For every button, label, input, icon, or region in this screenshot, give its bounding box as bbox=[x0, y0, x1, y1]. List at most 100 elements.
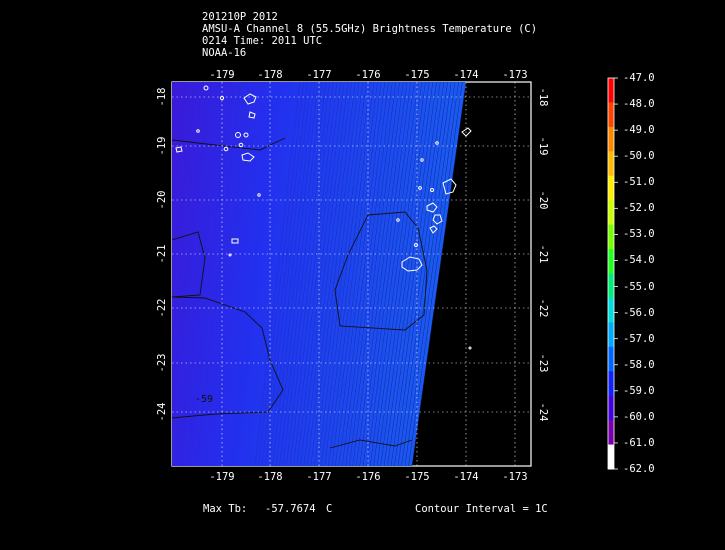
scan-line bbox=[404, 82, 459, 466]
scan-line bbox=[328, 82, 378, 466]
contour-line-bottom bbox=[329, 439, 413, 449]
latitude-tick-label: -18 bbox=[537, 88, 549, 107]
image-header: 201210P 2012 AMSU-A Channel 8 (55.5GHz) … bbox=[202, 11, 537, 59]
longitude-tick-label: -176 bbox=[355, 471, 380, 483]
header-line-date: 201210P 2012 bbox=[202, 11, 278, 23]
longitude-labels-bottom: -179 -178 -177 -176 -175 -174 -173 bbox=[209, 471, 527, 483]
max-tb-label: Max Tb: bbox=[203, 503, 248, 515]
color-scale-label: -52.0 bbox=[623, 202, 655, 215]
longitude-tick-label: -179 bbox=[209, 69, 234, 81]
longitude-labels-top: -179 -178 -177 -176 -175 -174 -173 bbox=[209, 69, 527, 81]
latitude-tick-label: -22 bbox=[537, 299, 549, 318]
color-scale-segment bbox=[608, 371, 614, 397]
longitude-tick-label: -176 bbox=[355, 69, 380, 81]
color-scale-label: -47.0 bbox=[623, 72, 655, 84]
color-scale-segment bbox=[608, 444, 614, 470]
longitude-tick-label: -177 bbox=[306, 69, 331, 81]
color-scale-segment bbox=[608, 420, 614, 446]
color-scale-outline bbox=[607, 77, 615, 470]
scan-line bbox=[258, 82, 304, 466]
scan-line bbox=[261, 82, 308, 466]
scan-line bbox=[390, 82, 445, 466]
color-scale-segment bbox=[608, 322, 614, 348]
color-scale-label: -57.0 bbox=[623, 332, 655, 345]
max-tb-value: -57.7674 bbox=[265, 503, 316, 515]
swath-area bbox=[172, 82, 466, 466]
contour-line-south bbox=[172, 296, 284, 419]
latitude-tick-label: -19 bbox=[537, 137, 549, 156]
latitude-tick-label: -20 bbox=[537, 191, 549, 210]
color-scale-segment bbox=[608, 78, 614, 103]
color-scale-bar bbox=[607, 77, 618, 470]
color-scale-segment bbox=[608, 126, 614, 152]
longitude-tick-label: -175 bbox=[404, 471, 429, 483]
scan-line bbox=[279, 82, 327, 466]
latitude-tick-label: -19 bbox=[156, 137, 168, 156]
longitude-tick-label: -175 bbox=[404, 69, 429, 81]
scan-line bbox=[314, 82, 363, 466]
longitude-tick-label: -173 bbox=[502, 69, 527, 81]
longitude-tick-label: -174 bbox=[453, 471, 478, 483]
color-scale-label: -50.0 bbox=[623, 150, 655, 163]
color-scale-label: -48.0 bbox=[623, 98, 655, 111]
contour-line-east bbox=[334, 211, 428, 331]
contour-interval: Contour Interval = 1C bbox=[415, 503, 548, 515]
scan-line bbox=[355, 82, 408, 466]
color-scale-label: -61.0 bbox=[623, 436, 655, 449]
scan-line bbox=[408, 82, 463, 466]
scan-line bbox=[307, 82, 356, 466]
scan-line bbox=[275, 82, 323, 466]
color-scale-segment bbox=[608, 175, 614, 201]
longitude-tick-label: -179 bbox=[209, 471, 234, 483]
header-line-satellite: NOAA-16 bbox=[202, 47, 247, 59]
latitude-tick-label: -24 bbox=[537, 403, 549, 422]
latitude-tick-label: -23 bbox=[156, 354, 168, 373]
scan-line bbox=[366, 82, 419, 466]
latitude-tick-label: -24 bbox=[156, 403, 168, 422]
latitude-tick-label: -18 bbox=[156, 88, 168, 107]
latitude-labels-left: -18 -19 -20 -21 -22 -23 -24 bbox=[156, 88, 168, 422]
color-scale-label: -56.0 bbox=[623, 306, 655, 319]
color-scale-segment bbox=[608, 200, 614, 226]
color-scale-label: -53.0 bbox=[623, 228, 655, 241]
longitude-tick-label: -177 bbox=[306, 471, 331, 483]
longitude-tick-label: -173 bbox=[502, 471, 527, 483]
scan-line bbox=[317, 82, 367, 466]
latitude-tick-label: -23 bbox=[537, 354, 549, 373]
scan-line bbox=[334, 82, 386, 466]
color-scale-label: -59.0 bbox=[623, 384, 655, 397]
island-outlines bbox=[175, 85, 472, 350]
latitude-tick-label: -20 bbox=[156, 191, 168, 210]
color-scale-label: -49.0 bbox=[623, 124, 655, 137]
contour-value-label: -59 bbox=[195, 394, 213, 405]
max-tb-unit: C bbox=[326, 503, 333, 515]
color-scale-label: -60.0 bbox=[623, 410, 655, 423]
color-scale-label: -55.0 bbox=[623, 280, 655, 293]
scan-line bbox=[296, 82, 345, 466]
color-scale-label: -51.0 bbox=[623, 176, 655, 189]
color-scale-label: -62.0 bbox=[623, 463, 655, 475]
scan-line bbox=[401, 82, 456, 466]
contour-line-west bbox=[172, 231, 206, 298]
color-scale-label: -54.0 bbox=[623, 254, 655, 267]
color-scale-segment bbox=[608, 249, 614, 274]
scan-line bbox=[369, 82, 422, 466]
lat-lon-gridlines bbox=[172, 82, 531, 466]
scan-line bbox=[348, 82, 400, 466]
scan-line bbox=[352, 82, 404, 466]
scan-line bbox=[362, 82, 415, 466]
header-line-time: 0214 Time: 2011 UTC bbox=[202, 35, 323, 47]
scan-line bbox=[345, 82, 397, 466]
color-scale-segment bbox=[608, 346, 614, 372]
header-line-product: AMSU-A Channel 8 (55.5GHz) Brightness Te… bbox=[202, 23, 538, 35]
contour-line-north bbox=[172, 137, 286, 151]
color-scale-segment bbox=[608, 224, 614, 250]
color-scale-segment bbox=[608, 297, 614, 323]
latitude-tick-label: -21 bbox=[156, 245, 168, 264]
color-scale-label: -58.0 bbox=[623, 358, 655, 371]
color-scale-segment bbox=[608, 102, 614, 128]
latitude-tick-label: -22 bbox=[156, 299, 168, 318]
scan-line bbox=[289, 82, 338, 466]
latitude-labels-right: -18 -19 -20 -21 -22 -23 -24 bbox=[537, 88, 549, 422]
